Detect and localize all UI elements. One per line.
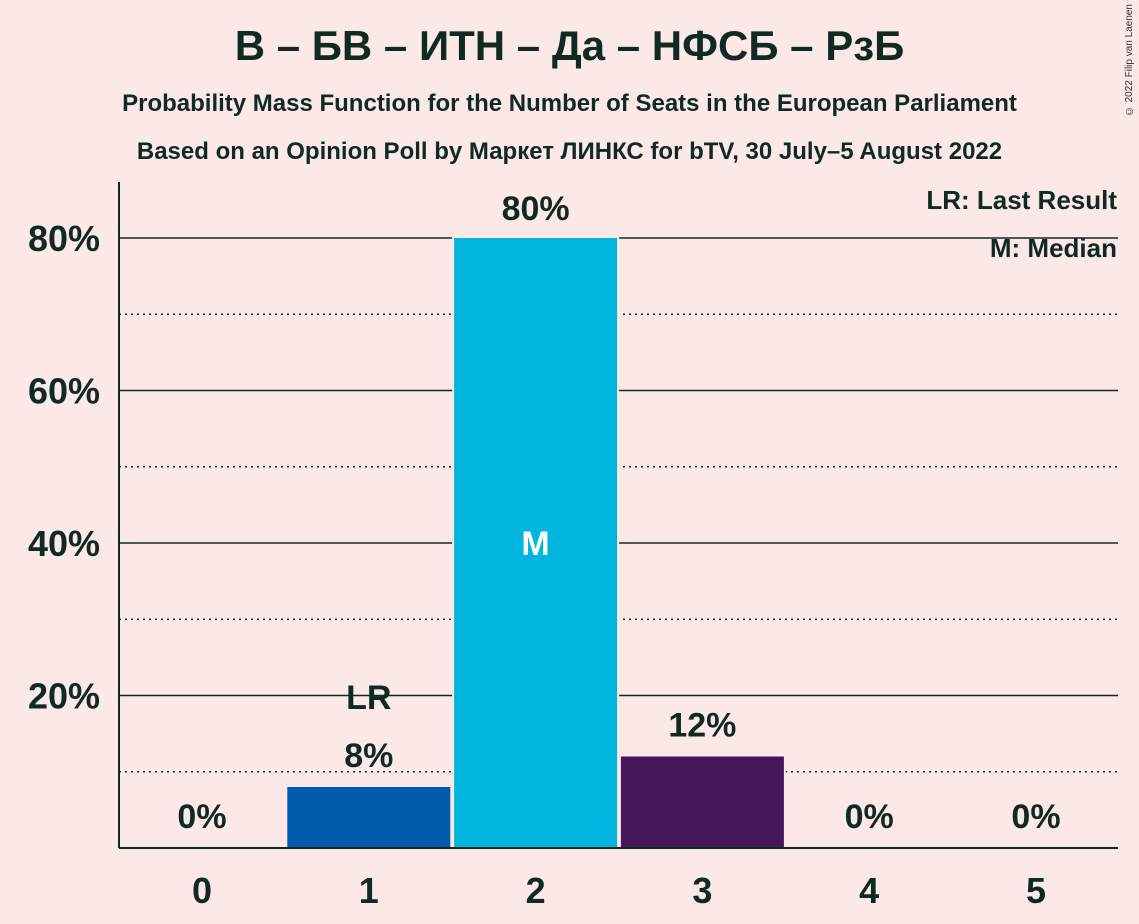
y-tick-label: 40% bbox=[28, 523, 100, 564]
y-tick-label: 80% bbox=[28, 218, 100, 259]
bar bbox=[287, 787, 451, 848]
legend-last-result: LR: Last Result bbox=[926, 185, 1117, 215]
bar bbox=[454, 238, 618, 848]
legend-median: M: Median bbox=[990, 233, 1117, 263]
y-tick-label: 60% bbox=[28, 371, 100, 412]
bar-value-label: 0% bbox=[845, 798, 894, 836]
chart-subtitle: Probability Mass Function for the Number… bbox=[122, 90, 1017, 117]
x-tick-label: 3 bbox=[692, 870, 712, 911]
last-result-marker: LR bbox=[346, 679, 391, 717]
bar-value-label: 0% bbox=[177, 798, 226, 836]
x-tick-label: 5 bbox=[1026, 870, 1046, 911]
bar-value-label: 12% bbox=[668, 707, 736, 745]
x-tick-label: 0 bbox=[192, 870, 212, 911]
chart-title: В – БВ – ИТН – Да – НФСБ – РзБ bbox=[234, 22, 905, 69]
chart-source-line: Based on an Opinion Poll by Маркет ЛИНКС… bbox=[136, 138, 1003, 165]
bar-value-label: 0% bbox=[1011, 798, 1060, 836]
x-tick-label: 2 bbox=[526, 870, 546, 911]
bar-value-label: 80% bbox=[502, 190, 570, 228]
bar bbox=[620, 756, 784, 848]
x-tick-label: 4 bbox=[859, 870, 879, 911]
median-marker: M bbox=[521, 525, 549, 563]
x-tick-label: 1 bbox=[359, 870, 379, 911]
y-tick-label: 20% bbox=[28, 676, 100, 717]
bar-value-label: 8% bbox=[344, 737, 393, 775]
